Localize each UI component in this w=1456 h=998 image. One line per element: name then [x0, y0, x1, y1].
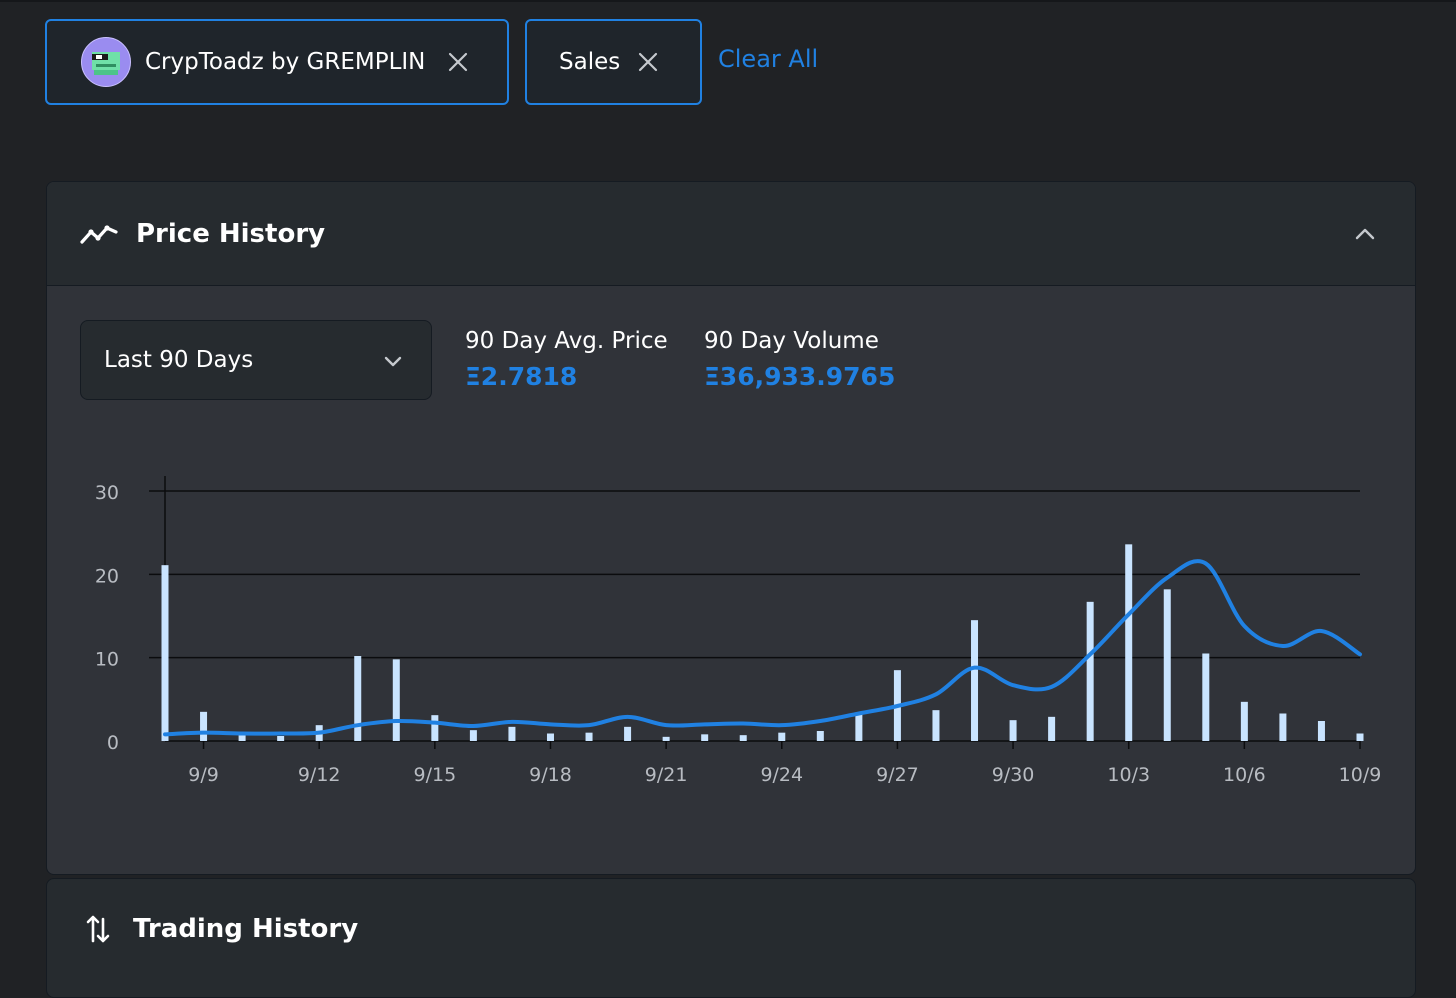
volume-bar: [1125, 544, 1133, 741]
volume-bar: [932, 710, 940, 741]
volume-bar: [469, 730, 477, 741]
avg-price-stat: 90 Day Avg. Price Ξ2.7818: [465, 328, 668, 391]
avg-price-value: Ξ2.7818: [465, 362, 578, 391]
x-tick-label: 9/9: [188, 764, 219, 786]
volume-bar: [1009, 720, 1017, 741]
sales-chip-label: Sales: [559, 49, 621, 75]
trading-history-header[interactable]: Trading History: [47, 879, 1415, 979]
y-tick-label: 20: [95, 565, 119, 587]
x-tick-label: 9/24: [760, 764, 803, 786]
volume-bar: [431, 715, 439, 741]
trading-history-title: Trading History: [133, 914, 359, 944]
price-history-panel: Price History Last 90 Days 90 Day Avg. P…: [46, 181, 1416, 875]
time-range-value: Last 90 Days: [104, 347, 254, 373]
x-tick-label: 9/21: [645, 764, 688, 786]
volume-bar: [1163, 589, 1171, 741]
clear-all-link[interactable]: Clear All: [718, 45, 819, 73]
volume-label: 90 Day Volume: [704, 328, 879, 354]
volume-bar: [1086, 601, 1094, 741]
volume-bar: [1202, 653, 1210, 741]
volume-bar: [546, 733, 554, 741]
volume-bar: [701, 734, 709, 741]
avg-price-label: 90 Day Avg. Price: [465, 328, 668, 354]
volume-bar: [354, 656, 362, 741]
y-tick-label: 10: [95, 649, 119, 671]
volume-bar: [585, 732, 593, 741]
volume-bar: [161, 565, 169, 741]
chevron-down-icon: [384, 356, 402, 367]
price-history-header[interactable]: Price History: [47, 182, 1415, 286]
sales-filter-chip[interactable]: Sales: [525, 19, 702, 105]
avg-price-line: [163, 559, 1362, 737]
x-tick-label: 10/3: [1107, 764, 1150, 786]
volume-bar: [624, 726, 632, 741]
time-range-select[interactable]: Last 90 Days: [80, 320, 432, 400]
y-tick-label: 30: [95, 482, 119, 504]
volume-bar: [662, 736, 670, 741]
close-icon[interactable]: [447, 51, 469, 73]
volume-bar: [739, 735, 747, 741]
toad-avatar: [81, 37, 131, 87]
x-tick-label: 9/27: [876, 764, 919, 786]
x-tick-label: 9/30: [992, 764, 1035, 786]
volume-bar: [971, 620, 979, 741]
volume-bar: [200, 711, 208, 741]
x-tick-label: 9/18: [529, 764, 572, 786]
x-tick-label: 10/9: [1339, 764, 1382, 786]
volume-bar: [1048, 716, 1056, 741]
volume-bar: [816, 731, 824, 741]
volume-bar: [277, 736, 285, 741]
swap-arrows-icon: [86, 915, 110, 943]
x-tick-label: 9/15: [414, 764, 457, 786]
volume-bar: [1356, 733, 1364, 741]
volume-bar: [1317, 721, 1325, 741]
panel-title: Price History: [136, 218, 326, 249]
x-tick-label: 9/12: [298, 764, 341, 786]
volume-bar: [855, 713, 863, 741]
volume-bar: [778, 732, 786, 741]
close-icon[interactable]: [637, 51, 659, 73]
collection-chip-label: CrypToadz by GREMPLIN: [145, 49, 426, 75]
x-tick-label: 10/6: [1223, 764, 1266, 786]
top-divider: [0, 0, 1456, 2]
volume-stat: 90 Day Volume Ξ36,933.9765: [704, 328, 895, 391]
volume-bar: [508, 726, 516, 741]
collection-filter-chip[interactable]: CrypToadz by GREMPLIN: [45, 19, 509, 105]
chevron-up-icon[interactable]: [1353, 222, 1377, 246]
volume-bar: [392, 659, 400, 741]
volume-value: Ξ36,933.9765: [704, 362, 896, 391]
trending-icon: [80, 224, 118, 244]
volume-bar: [238, 733, 246, 741]
volume-bar: [1240, 701, 1248, 741]
y-tick-label: 0: [107, 732, 119, 754]
price-history-chart: 0 10 20 30 9/9 9/12 9/15 9/18 9/21 9/24 9/27 9/30 10…: [95, 476, 1382, 786]
volume-bar: [1279, 713, 1287, 741]
trading-history-panel: Trading History: [46, 878, 1416, 998]
